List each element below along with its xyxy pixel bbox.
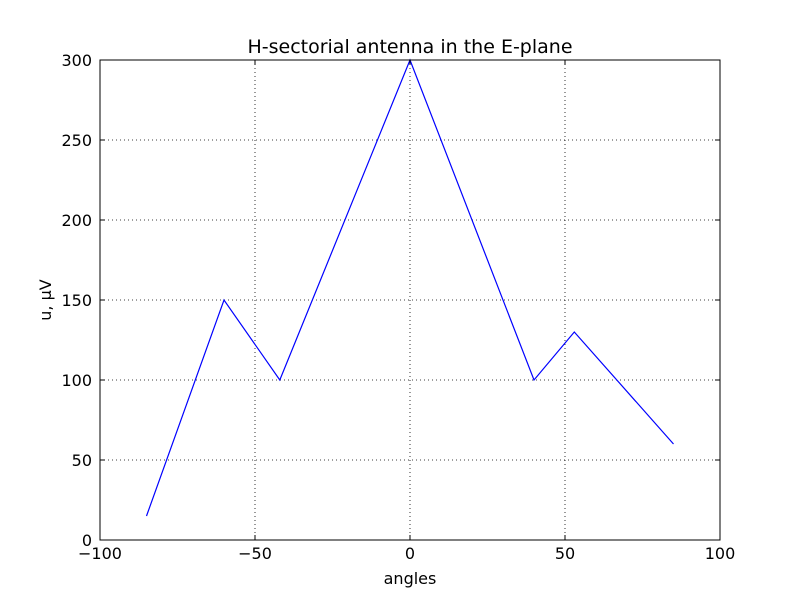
chart-title: H-sectorial antenna in the E-plane [247, 36, 572, 58]
x-tick-label: 100 [705, 544, 736, 563]
y-tick-label: 100 [61, 371, 92, 390]
y-tick-label: 50 [72, 451, 92, 470]
x-tick-label: 50 [555, 544, 575, 563]
y-tick-label: 250 [61, 131, 92, 150]
x-axis-label: angles [384, 569, 437, 588]
y-tick-label: 0 [82, 531, 92, 550]
y-tick-label: 300 [61, 51, 92, 70]
ticks: −100 −50 0 50 100 0 50 100 150 200 250 300 [61, 51, 735, 563]
x-tick-label: −100 [78, 544, 122, 563]
x-tick-label: −50 [238, 544, 272, 563]
y-tick-label: 150 [61, 291, 92, 310]
x-tick-label: 0 [405, 544, 415, 563]
y-tick-label: 200 [61, 211, 92, 230]
y-axis-label: u, μV [36, 279, 55, 320]
